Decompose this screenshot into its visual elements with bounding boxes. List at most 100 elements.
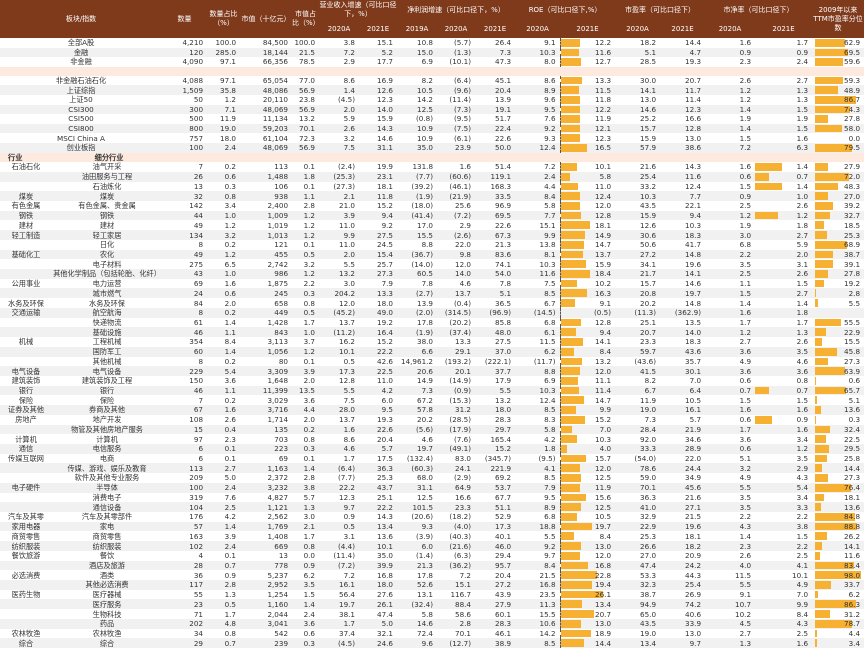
roe-2020a-cell-value: 2.4 [544,172,556,182]
count-pct-cell-value: 2.4 [224,143,237,153]
mcap-pct-cell-value: 3.0 [303,512,316,522]
pe-2021e-cell-value: 19.6 [685,259,702,269]
pb-bar [755,172,769,181]
np-2021e-cell-value: 13.9 [495,95,512,105]
count-pct-cell-value: 0.1 [224,444,237,454]
rev-2020a-cell: 8.6 [319,76,359,86]
mcap-pct-cell-value: 2.0 [303,415,316,425]
np-2021e-cell: 29.7 [475,424,516,435]
pe-2020a-cell-value: 59.0 [640,473,657,483]
roe-2020a-cell-value: (9.5) [538,454,556,464]
pe-2020a-cell: 32.3 [615,580,661,590]
roe-2021e-cell: 12.0 [559,550,616,561]
rev-2021e-cell-value: 13.6 [377,531,394,541]
np-2019a-cell-value: (1.9) [415,191,434,201]
rev-2020a-cell: 8.6 [319,434,359,444]
pb-2020a-cell: 1.4 [705,298,755,308]
pb-2021e-cell-value: 3.1 [796,259,809,269]
rev-2020a-cell-value: 0.9 [343,512,356,522]
pb-2021e-cell-value: 0.7 [796,386,809,396]
pe-2020a-cell: 20.7 [615,327,661,338]
roe-2021e-cell-value: 14.7 [595,395,612,405]
rev-2021e-cell-value: 42.6 [377,356,394,366]
mcap-pct-cell: 0.1 [292,240,319,250]
pe-2020a-cell: 10.3 [615,191,661,201]
roe-2020a-cell: 8.5 [515,473,560,483]
rev-2021e-cell: 27.5 [359,230,398,240]
roe-bar [561,240,585,249]
np-2021e-cell-value: 36.5 [495,298,512,308]
pe-2020a-cell-value: 25.2 [640,114,657,124]
percentile-cell-value: 98.0 [844,570,861,580]
sub-industry-name-value: 纺织服装 [92,541,122,551]
industry-row: 计算机 计算机 97 2.3 703 0.8 8.6 20.4 4.6 (7.6) 165.4 4.2… [0,434,864,444]
sub-industry-name-value: 水务及环保 [89,298,125,308]
mcap-cell-value: 542 [274,628,289,638]
np-2019a-cell-value: (2.0) [415,308,434,318]
mcap-cell: 84,500 [240,38,292,48]
mcap-cell-value: 61,104 [262,133,289,143]
rev-2020a-cell: (27.3) [319,182,359,192]
count-pct-cell-value: 1.2 [224,95,237,105]
pb-2020a-cell-value: 0.6 [739,444,752,454]
pb-2021e-cell: 1.4 [755,298,812,308]
np-2019a-cell: 9.3 [397,521,438,532]
industry-name: 建筑装饰 [0,376,52,386]
pb-2021e-cell: 1.5 [755,123,813,134]
count-pct-cell: 8.4 [207,337,240,347]
roe-2020a-cell-value: 1.8 [544,444,556,454]
mcap-pct-cell-value: 0.3 [303,288,316,298]
section-header-row: 行业 细分行业 [0,152,864,163]
pe-2020a-cell-value: 30.0 [640,76,657,86]
industry-name: 电气设备 [0,366,52,376]
industry-row: 其他必选消费 117 2.8 2,952 3.5 16.1 18.0 52.6 15.1 27.2… [0,580,864,590]
pe-2021e-cell: 26.9 [660,590,705,600]
rev-2021e-cell: 42.6 [359,357,397,367]
percentile-cell-value: 13.6 [844,502,861,512]
count-cell: 176 [162,512,207,522]
mcap-cell: 3,309 [240,366,293,376]
roe-2020a-cell: 9.7 [515,551,560,561]
pb-2020a-cell: 2.3 [705,541,756,551]
roe-2021e-cell: 11.9 [559,482,616,493]
pb-2021e-cell: 1.4 [755,182,812,192]
roe-2020a-cell: 11.5 [515,337,560,347]
pb-2020a-cell: 0.9 [705,191,756,201]
roe-2020a-cell-value: 8.6 [544,76,556,86]
count-pct-cell: 0.2 [207,395,240,405]
np-2021e-cell-value: 168.3 [490,181,512,191]
np-2021e-cell: 13.9 [475,95,515,105]
count-cell-value: 100 [189,143,204,153]
roe-2021e-cell-value: 18.4 [595,269,612,279]
rev-2020a-cell-value: 16.2 [339,337,356,347]
rev-2020a-cell-value: (11.4) [333,551,356,561]
count-cell: 43 [162,269,208,279]
np-2020a-cell: (193.2) [437,357,475,367]
percentile-bar [815,639,817,648]
mcap-cell-value: 59,203 [262,124,289,134]
mcap-pct-cell: 1.2 [292,269,320,279]
roe-2020a-cell: 4.4 [515,182,560,192]
mcap-cell: 2,952 [240,580,293,590]
count-pct-cell: 0.1 [207,454,240,464]
np-2020a-cell-value: (60.6) [449,172,472,182]
industry-name-value: 建材 [18,220,34,230]
mcap-pct-cell: 72.3 [292,133,319,143]
roe-bar [561,581,592,589]
pb-2020a-cell: 0.6 [705,415,755,425]
np-2020a-cell-value: 2.8 [459,619,472,629]
pb-2021e-cell-value: 3.3 [796,502,809,512]
pe-2021e-cell-value: 33.9 [685,619,702,629]
rev-2020a-cell-value: 13.7 [339,317,356,327]
pe-2020a-cell: 50.6 [615,240,660,250]
np-2021e-cell-value: 96.9 [495,201,512,211]
pb-2021e-cell-value: 7.0 [796,590,809,600]
np-2019a-cell: 10.9 [397,133,437,143]
count-pct-cell-value: 1.2 [224,220,237,230]
roe-2020a-cell: 7.6 [515,114,560,124]
roe-2021e-cell: 19.4 [559,580,616,590]
sub-industry-name: 银行 [52,385,163,396]
header-block: 板块/指数 [0,0,163,38]
count-pct-cell: 1.2 [207,220,240,230]
np-2020a-cell-value: 1.6 [459,162,472,172]
